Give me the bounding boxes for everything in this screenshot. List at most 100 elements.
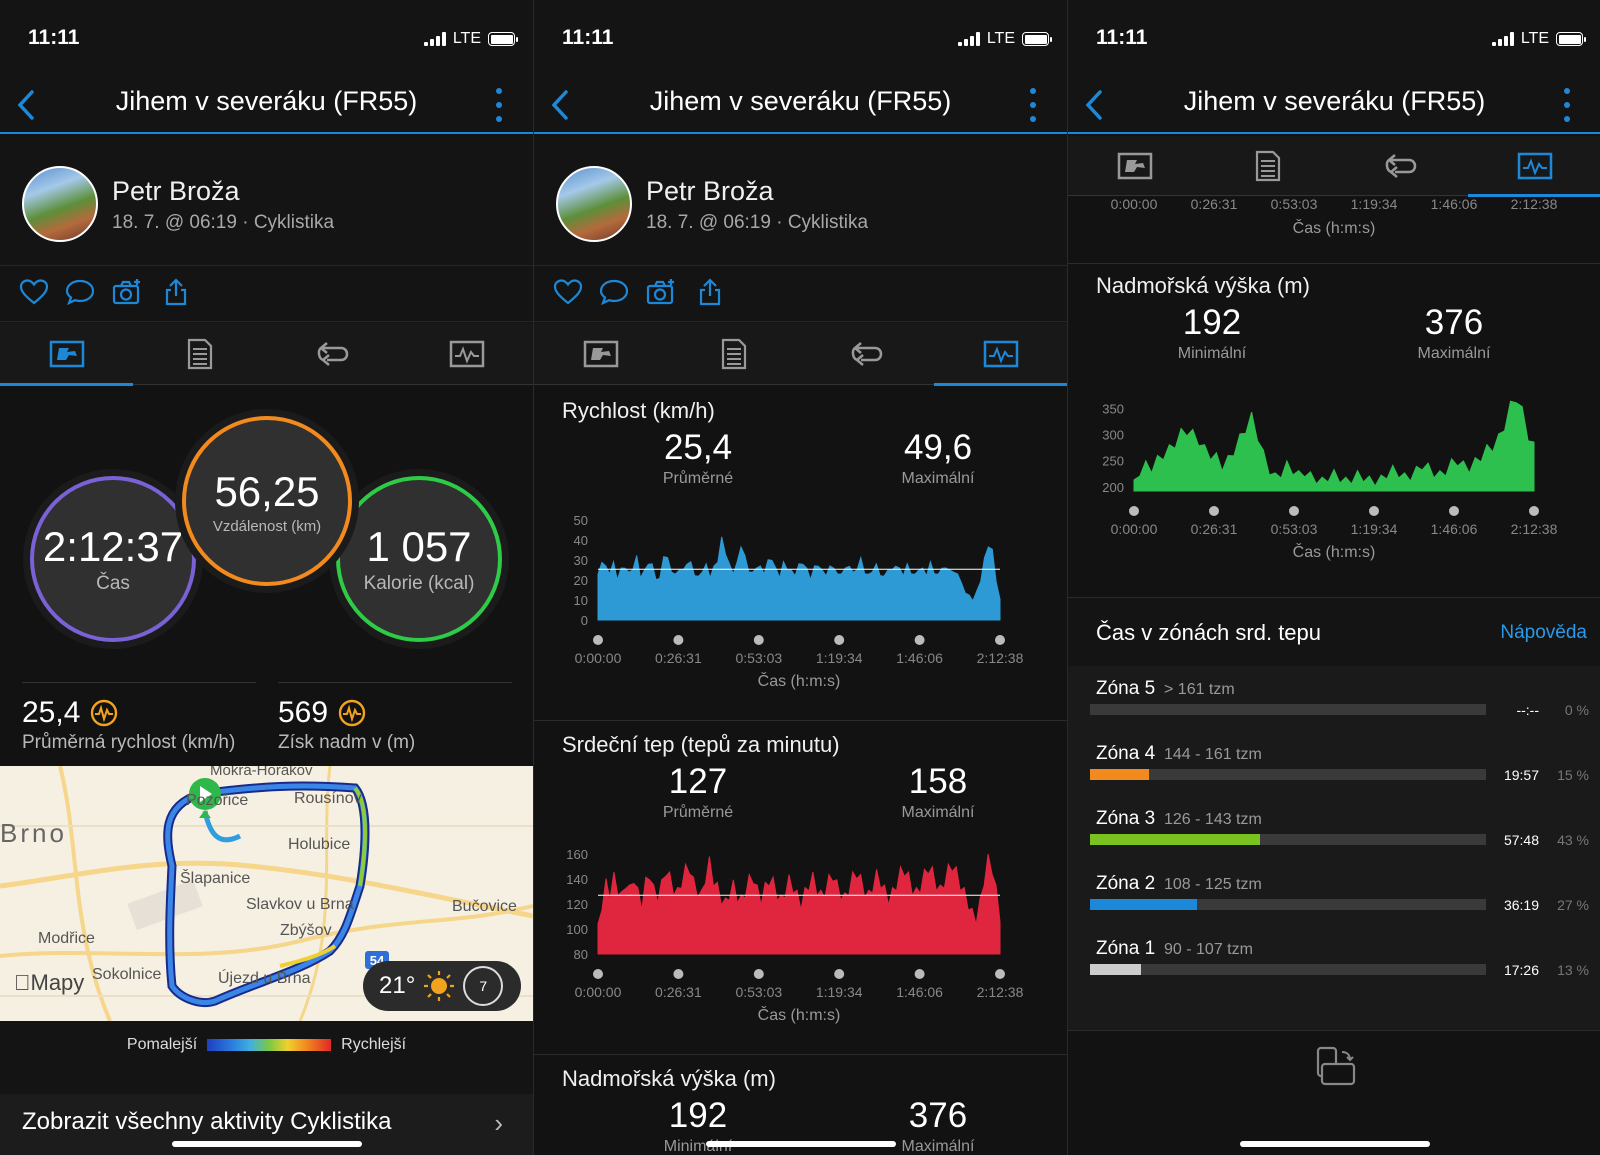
apple-maps-label: Mapy [14, 970, 85, 995]
x-tick-dot [834, 635, 845, 645]
calories-ring: 1 057 Kalorie (kcal) [336, 476, 502, 642]
share-icon[interactable] [694, 276, 726, 308]
like-icon[interactable] [18, 276, 50, 308]
tab-charts[interactable] [400, 323, 533, 385]
chart-area [1133, 400, 1535, 492]
divider [1068, 1030, 1600, 1031]
tab-charts[interactable] [1468, 136, 1600, 197]
zone-bar-fill [1090, 964, 1142, 975]
x-tick-label: 2:12:38 [977, 650, 1024, 666]
more-menu-icon[interactable] [1029, 88, 1037, 122]
map-label: Bučovice [452, 898, 517, 915]
avatar[interactable] [22, 166, 98, 242]
heart-avg-value: 127 [668, 762, 728, 801]
y-tick-label: 40 [574, 533, 588, 548]
speed-max-value: 49,6 [903, 428, 973, 467]
tab-laps[interactable] [800, 323, 933, 385]
activity-zones-screen: 11:11 LTE Jihem v severáku (FR55) 0:00:0… [1068, 0, 1600, 1155]
zone-row: Zóna 3 126 - 143 tzm 57:48 43 % [1068, 800, 1600, 865]
divider [534, 720, 1067, 721]
share-icon[interactable] [160, 276, 192, 308]
tab-details[interactable] [133, 323, 266, 385]
help-link[interactable]: Nápověda [1500, 622, 1587, 643]
back-icon[interactable] [546, 88, 576, 122]
x-tick-label: 1:19:34 [816, 650, 863, 666]
x-tick-label: 0:00:00 [1111, 521, 1158, 537]
speed-chart-title: Rychlost (km/h) [562, 398, 715, 423]
map-label: Holubice [288, 836, 351, 853]
y-tick-label: 100 [566, 922, 588, 937]
tab-laps[interactable] [266, 323, 399, 385]
speed-color-legend: Pomalejší Rychlejší [0, 1036, 533, 1054]
x-axis-label: Čas (h:m:s) [758, 671, 841, 690]
zones-title: Čas v zónách srd. tepu [1096, 620, 1322, 645]
summary-section: 2:12:37 Čas 1 057 Kalorie (kcal) 56,25 V… [0, 386, 533, 766]
home-indicator[interactable] [1240, 1141, 1430, 1147]
y-tick-label: 250 [1102, 454, 1124, 469]
back-icon[interactable] [12, 88, 42, 122]
x-tick-dot [1369, 506, 1379, 516]
home-indicator[interactable] [172, 1141, 362, 1147]
avatar[interactable] [556, 166, 632, 242]
x-tick-dot [753, 635, 764, 645]
laps-icon [317, 342, 348, 366]
tab-details[interactable] [667, 323, 800, 385]
chart-area [597, 536, 1001, 621]
y-tick-label: 350 [1102, 402, 1124, 417]
camera-icon[interactable] [111, 276, 143, 308]
divider [1067, 0, 1068, 1155]
user-name[interactable]: Petr Broža [112, 176, 240, 206]
distance-ring: 56,25 Vzdálenost (km) [182, 416, 352, 586]
comment-icon[interactable] [64, 276, 96, 308]
tab-overview[interactable] [1068, 136, 1201, 196]
like-icon[interactable] [552, 276, 584, 308]
x-tick-label: 1:19:34 [816, 984, 863, 1000]
user-name[interactable]: Petr Broža [646, 176, 774, 206]
zones-header: Čas v zónách srd. tepu Nápověda [1068, 598, 1600, 666]
signal-icon [1491, 32, 1514, 46]
network-label: LTE [1520, 30, 1549, 47]
more-menu-icon[interactable] [1563, 88, 1571, 122]
speed-avg-value: 25,4 [663, 428, 733, 467]
zones-list: Zóna 5 > 161 tzm --:-- 0 % Zóna 4 144 - 161 t… [1068, 666, 1600, 1030]
x-tick-label: 0:00:00 [575, 984, 622, 1000]
time-ring: 2:12:37 Čas [30, 476, 196, 642]
activity-charts-screen: 11:11 LTE Jihem v severáku (FR55) Petr B… [534, 0, 1067, 1155]
x-tick-label: 0:26:31 [1191, 197, 1238, 212]
divider [1068, 263, 1600, 264]
rotate-device-icon[interactable] [1312, 1046, 1358, 1088]
x-tick-label: 0:26:31 [1191, 521, 1238, 537]
route-map[interactable]: 54 Mokrá-Horákov Pozořice Rousínov Brno … [0, 766, 533, 1021]
heart-max-value: 158 [908, 762, 968, 801]
detail-tabs [534, 323, 1067, 386]
x-tick-label: 1:46:06 [896, 650, 943, 666]
activity-profile: Petr Broža 18. 7. @ 06:19 · Cyklistika [534, 136, 1067, 266]
x-tick-label: 0:26:31 [655, 984, 702, 1000]
tab-overview[interactable] [0, 323, 133, 386]
overview-icon [1117, 152, 1152, 180]
zone-range: 126 - 143 tzm [1164, 811, 1262, 828]
more-menu-icon[interactable] [495, 88, 503, 122]
zone-name: Zóna 5 [1096, 678, 1156, 699]
camera-icon[interactable] [645, 276, 677, 308]
x-tick-label: 2:12:38 [1511, 197, 1558, 212]
elevation-min-value: 192 [1182, 303, 1242, 342]
tab-charts[interactable] [934, 323, 1067, 386]
comment-icon[interactable] [598, 276, 630, 308]
back-icon[interactable] [1080, 88, 1110, 122]
status-bar: 11:11 LTE [0, 0, 533, 80]
battery-icon [1556, 32, 1586, 46]
heart-max-label: Maximální [901, 804, 975, 821]
tab-details[interactable] [1201, 136, 1334, 196]
chart-icon [1517, 152, 1552, 180]
show-all-label: Zobrazit všechny aktivity Cyklistika [22, 1108, 392, 1135]
wind-icon: 7 [463, 966, 504, 1006]
elevation-max-value: 376 [908, 1096, 968, 1135]
tab-laps[interactable] [1334, 136, 1467, 196]
home-indicator[interactable] [706, 1141, 896, 1147]
x-axis-label: Čas (h:m:s) [758, 1005, 841, 1024]
elevation-max-value: 376 [1424, 303, 1484, 342]
tab-overview[interactable] [534, 323, 667, 385]
sun-icon [424, 971, 455, 1001]
map-label: Zbýšov [280, 922, 332, 939]
